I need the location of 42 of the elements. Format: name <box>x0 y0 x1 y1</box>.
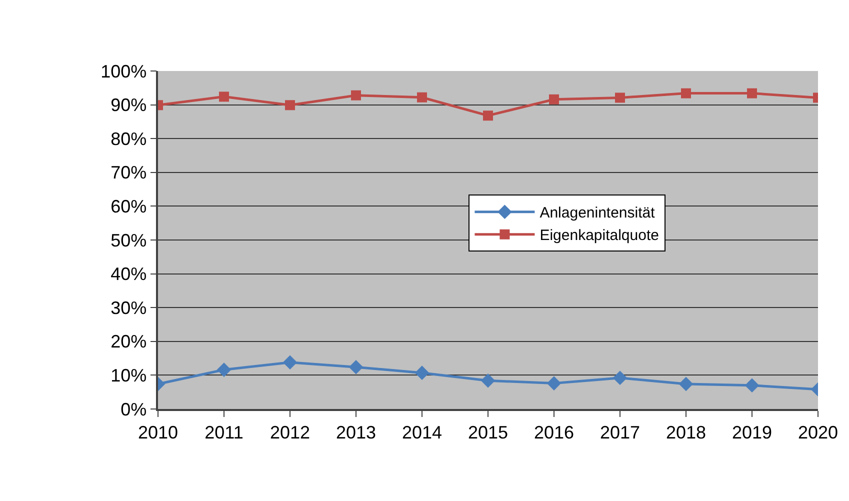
point <box>285 100 295 110</box>
point <box>414 366 430 380</box>
x-tick-label: 2012 <box>270 422 310 442</box>
legend-label: Eigenkapitalquote <box>540 227 659 244</box>
point <box>480 373 496 388</box>
legend-label: Anlagenintensität <box>540 204 656 222</box>
y-tick-label: 50% <box>110 230 147 250</box>
x-tick-label: 2017 <box>600 422 640 442</box>
y-tick-label: 100% <box>100 61 147 82</box>
y-tick-label: 70% <box>110 162 147 183</box>
x-tick-label: 2020 <box>798 422 838 442</box>
point <box>219 92 229 102</box>
x-tick-label: 2019 <box>732 422 772 442</box>
x-tick-label: 2018 <box>666 422 706 442</box>
y-tick-label: 10% <box>110 366 147 386</box>
point <box>744 378 760 392</box>
point <box>216 362 232 377</box>
x-tick-label: 2015 <box>468 422 508 442</box>
x-tick-label: 2013 <box>336 422 376 442</box>
point <box>417 92 427 102</box>
point <box>282 355 298 370</box>
point <box>351 90 361 100</box>
y-tick-label: 60% <box>110 196 147 216</box>
x-tick-label: 2011 <box>204 422 244 442</box>
x-tick-label: 2010 <box>138 422 178 442</box>
x-tick-label: 2014 <box>402 422 442 442</box>
point <box>747 88 757 98</box>
point <box>681 88 691 98</box>
point <box>612 370 628 386</box>
point <box>615 92 625 103</box>
y-tick-label: 30% <box>110 298 147 318</box>
point <box>348 360 364 374</box>
y-tick-label: 0% <box>120 399 147 420</box>
y-tick-label: 20% <box>110 332 147 352</box>
y-tick-label: 90% <box>110 95 147 116</box>
y-tick-label: 40% <box>110 264 147 284</box>
point <box>483 110 493 121</box>
point <box>549 94 559 104</box>
y-tick-label: 80% <box>110 128 147 149</box>
x-tick-label: 2016 <box>534 422 574 442</box>
point <box>678 376 694 392</box>
point <box>546 376 562 390</box>
